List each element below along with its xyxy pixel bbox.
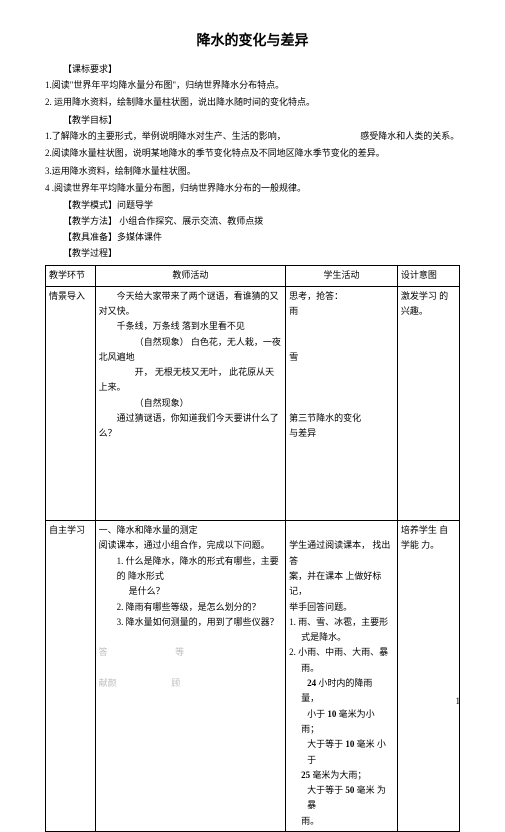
r2c3-b2j: 雨。 [289, 814, 394, 829]
r2c2-q3: 3. 降水量如何测量的，用到了哪些仪器？ [99, 615, 282, 630]
r1c4: 激发学习 的 兴趣。 [397, 286, 459, 520]
page-title: 降水的变化与差异 [45, 30, 460, 50]
kb-2: 2. 运用降水资料，绘制降水量柱状图，说出降水随时间的变化特点。 [45, 95, 460, 109]
mb-1a: 1.了解降水的主要形式，举例说明降水对生产、生活的影响， [45, 131, 286, 141]
table-row-2: 自主学习 一、降水和降水量的测定 阅读课本，通过小组合作，完成以下问题。 1. … [46, 521, 460, 832]
r2c3-b1a: 1. 雨、雪、冰雹，主要形 [289, 615, 394, 630]
r2c4-l2: 学能 力。 [401, 538, 456, 553]
r2c4-l1: 培养学生 自 [401, 523, 456, 538]
r2c2-light1: 答 等 [99, 645, 282, 660]
r2c3-b2i: 大于等于 50 毫米 为暴 [289, 783, 394, 814]
mb-4: 4 .阅读世界年平均降水量分布图，归纳世界降水分布的一般规律。 [45, 181, 460, 195]
r1c1: 情景导入 [46, 286, 96, 520]
r2c3-b2b: 雨。 [289, 661, 394, 676]
label-kebiao: 【课标要求】 [63, 62, 460, 75]
r2c3-b2f: 雨； [289, 722, 394, 737]
r1c3-l5: 与差异 [289, 426, 394, 441]
r2c3-l2: 案，并在课本 上做好标记， [289, 569, 394, 600]
r1c3-l4: 第三节降水的变化 [289, 411, 394, 426]
r2c3-b2c: 24 小时内的降雨 [289, 676, 394, 691]
r2c2-q1b: 是什么？ [99, 584, 282, 599]
r2c2-q1: 1. 什么是降水，降水的形式有哪些，主要的 降水形式 [99, 554, 282, 585]
r2c3-b2e: 小于 10 毫米为小 [289, 707, 394, 722]
r1c3-l1: 思考，抢答： [289, 289, 394, 304]
mb-3: 3.运用降水资料，绘制降水量柱状图。 [45, 164, 460, 178]
mb-1b: 感受降水和人类的关系。 [360, 131, 459, 141]
r2c1: 自主学习 [46, 521, 96, 832]
label-fangfa: 【教学方法】 小组合作探究、展示交流、教师点拨 [63, 214, 460, 227]
r1c2-l6: 通过猜谜语，你知道我们今天要讲什么了 么？ [99, 411, 282, 442]
r1c3-l2: 雨 [289, 304, 394, 319]
r1c4-l2: 兴趣。 [401, 304, 456, 319]
mb-1: 1.了解降水的主要形式，举例说明降水对生产、生活的影响， 感受降水和人类的关系。 [45, 129, 460, 143]
r2c3-b2a: 2. 小雨、中雨、大雨、暴 [289, 645, 394, 660]
r2c3: 学生通过阅读课本， 找出答 案，并在课本 上做好标记， 举手回答问题。 1. 雨… [286, 521, 398, 832]
r2c3-b2d: 量， [289, 691, 394, 706]
r1c3: 思考，抢答： 雨 雪 第三节降水的变化 与差异 [286, 286, 398, 520]
r2c2-light2: 献颜 顾 [99, 676, 282, 691]
table-row-1: 情景导入 今天给大家带来了两个谜语，看谁猜的又 对又快。 千条线，万条线 落到水… [46, 286, 460, 520]
r1c2: 今天给大家带来了两个谜语，看谁猜的又 对又快。 千条线，万条线 落到水里看不见 … [95, 286, 285, 520]
r2c2-q2: 2. 降雨有哪些等级，是怎么划分的？ [99, 600, 282, 615]
r1c3-l3: 雪 [289, 350, 394, 365]
label-mubiao: 【教学目标】 [63, 113, 460, 126]
th-3: 学生活动 [286, 266, 398, 286]
r2c3-l1: 学生通过阅读课本， 找出答 [289, 538, 394, 569]
r2c4: 培养学生 自 学能 力。 [397, 521, 459, 832]
label-jiaoju: 【教具准备】多媒体课件 [63, 230, 460, 243]
mb-2: 2.阅读降水量柱状图，说明某地降水的季节变化特点及不同地区降水季节变化的差异。 [45, 146, 460, 160]
r1c2-l5: （自然现象） [99, 396, 282, 411]
page-number: 1 [456, 696, 461, 706]
light-a: 答 [99, 645, 111, 660]
light-d: 顾 [171, 678, 180, 688]
th-4: 设计意图 [397, 266, 459, 286]
r1c2-l4: 开， 无根无枝又无叶， 此花原从天上来。 [99, 365, 282, 396]
label-moshi: 【教学模式】问题导学 [63, 198, 460, 211]
r2c3-b2g: 大于等于 10 毫米 小于 [289, 737, 394, 768]
r1c2-l1: 今天给大家带来了两个谜语，看谁猜的又 对又快。 [99, 289, 282, 320]
th-2: 教师活动 [95, 266, 285, 286]
r1c2-l2: 千条线，万条线 落到水里看不见 [99, 319, 282, 334]
lesson-table: 教学环节 教师活动 学生活动 设计意图 情景导入 今天给大家带来了两个谜语，看谁… [45, 265, 460, 832]
r2c2-l2: 阅读课本，通过小组合作，完成以下问题。 [99, 538, 282, 553]
r1c4-l1: 激发学习 的 [401, 289, 456, 304]
r2c3-b1b: 式是降水。 [289, 630, 394, 645]
kb-1: 1.阅读"世界年平均降水量分布图"，归纳世界降水分布特点。 [45, 78, 460, 92]
r1c2-l3: （自然现象） 白色花，无人栽，一夜北风遍地 [99, 335, 282, 366]
r2c2-l1: 一、降水和降水量的测定 [99, 523, 282, 538]
r2c2: 一、降水和降水量的测定 阅读课本，通过小组合作，完成以下问题。 1. 什么是降水… [95, 521, 285, 832]
table-header-row: 教学环节 教师活动 学生活动 设计意图 [46, 266, 460, 286]
r2c3-b2h: 25 毫米为大雨； [289, 768, 394, 783]
label-guocheng: 【教学过程】 [63, 246, 460, 259]
light-b: 等 [175, 647, 184, 657]
light-c: 献颜 [99, 678, 117, 688]
r2c3-l3: 举手回答问题。 [289, 600, 394, 615]
th-1: 教学环节 [46, 266, 96, 286]
